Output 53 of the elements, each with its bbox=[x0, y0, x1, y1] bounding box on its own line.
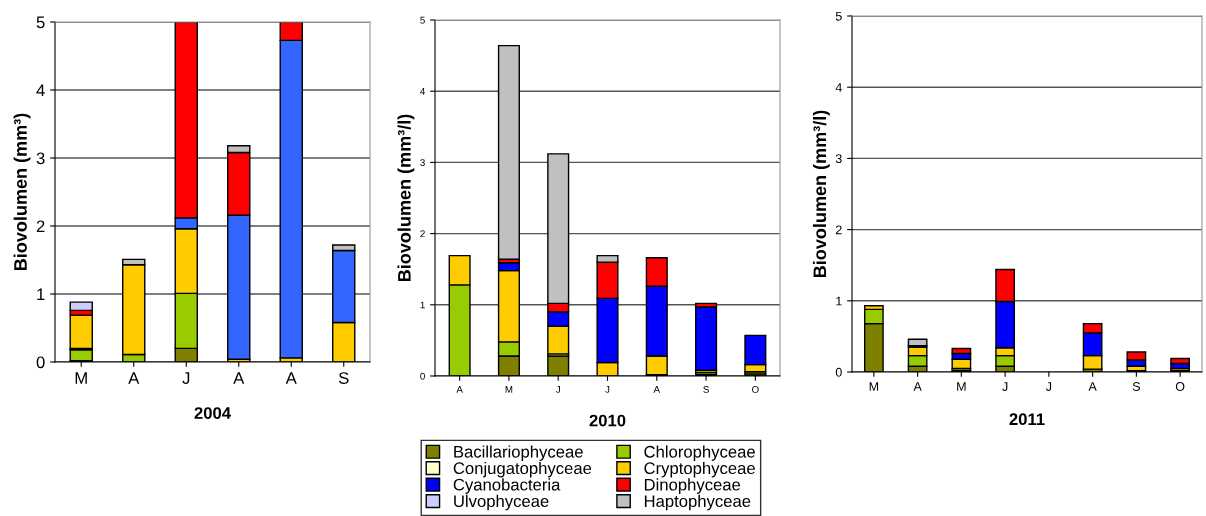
y-axis-title: Biovolumen (mm³/l) bbox=[397, 114, 415, 282]
x-tick-label: M bbox=[505, 386, 513, 393]
y-tick-label: 5 bbox=[420, 16, 425, 24]
y-tick-label: 4 bbox=[835, 83, 842, 92]
legend-label: Dinophyceae bbox=[644, 478, 741, 494]
legend-label: Cyanobacteria bbox=[453, 478, 561, 494]
legend-label: Chlorophyceae bbox=[644, 445, 755, 461]
x-tick-label: A bbox=[1088, 382, 1097, 391]
x-tick-label: A bbox=[128, 372, 140, 384]
y-tick-label: 0 bbox=[420, 372, 425, 380]
x-tick-label: J bbox=[555, 386, 560, 393]
y-tick-label: 5 bbox=[36, 16, 45, 29]
x-axis-title: 2010 bbox=[589, 414, 626, 427]
legend-label: Cryptophyceae bbox=[644, 461, 755, 478]
x-tick-label: J bbox=[605, 386, 610, 393]
x-tick-label: O bbox=[752, 385, 759, 393]
x-tick-label: S bbox=[338, 372, 349, 384]
y-tick-label: 3 bbox=[420, 159, 425, 167]
x-tick-label: J bbox=[1002, 382, 1008, 391]
x-axis-title: 2004 bbox=[194, 407, 231, 419]
y-tick-label: 2 bbox=[36, 220, 45, 233]
y-tick-label: 1 bbox=[37, 288, 45, 301]
x-tick-label: A bbox=[285, 372, 297, 384]
y-tick-label: 1 bbox=[420, 301, 425, 309]
x-tick-label: S bbox=[1132, 382, 1140, 391]
x-tick-label: A bbox=[456, 386, 463, 393]
y-tick-label: 2 bbox=[835, 225, 842, 235]
x-tick-label: O bbox=[1175, 382, 1185, 391]
y-tick-label: 3 bbox=[835, 154, 842, 164]
y-tick-label: 3 bbox=[36, 152, 45, 165]
x-tick-label: A bbox=[653, 386, 661, 393]
x-tick-label: A bbox=[913, 382, 922, 391]
y-tick-label: 1 bbox=[836, 296, 842, 306]
y-axis-title: Biovolumen (mm³) bbox=[13, 113, 31, 271]
x-tick-label: S bbox=[703, 385, 709, 393]
x-tick-label: J bbox=[1045, 382, 1052, 391]
x-axis-title: 2011 bbox=[1009, 413, 1045, 426]
y-tick-label: 5 bbox=[835, 11, 842, 21]
x-tick-label: J bbox=[182, 372, 190, 384]
legend-label: Ulvophyceae bbox=[454, 494, 549, 511]
y-axis-title: Biovolumen (mm³/l) bbox=[812, 110, 830, 278]
x-tick-label: M bbox=[957, 382, 966, 391]
x-tick-label: M bbox=[869, 382, 879, 391]
legend-label: Bacillariophyceae bbox=[454, 445, 583, 461]
x-tick-label: A bbox=[233, 372, 245, 384]
y-tick-label: 0 bbox=[36, 356, 45, 369]
y-tick-label: 0 bbox=[835, 367, 842, 377]
legend-label: Conjugatophyceae bbox=[453, 461, 592, 478]
y-tick-label: 2 bbox=[420, 230, 425, 238]
y-tick-label: 4 bbox=[420, 88, 425, 95]
legend-label: Haptophyceae bbox=[644, 494, 751, 511]
x-tick-label: M bbox=[75, 372, 87, 384]
y-tick-label: 4 bbox=[36, 84, 45, 97]
